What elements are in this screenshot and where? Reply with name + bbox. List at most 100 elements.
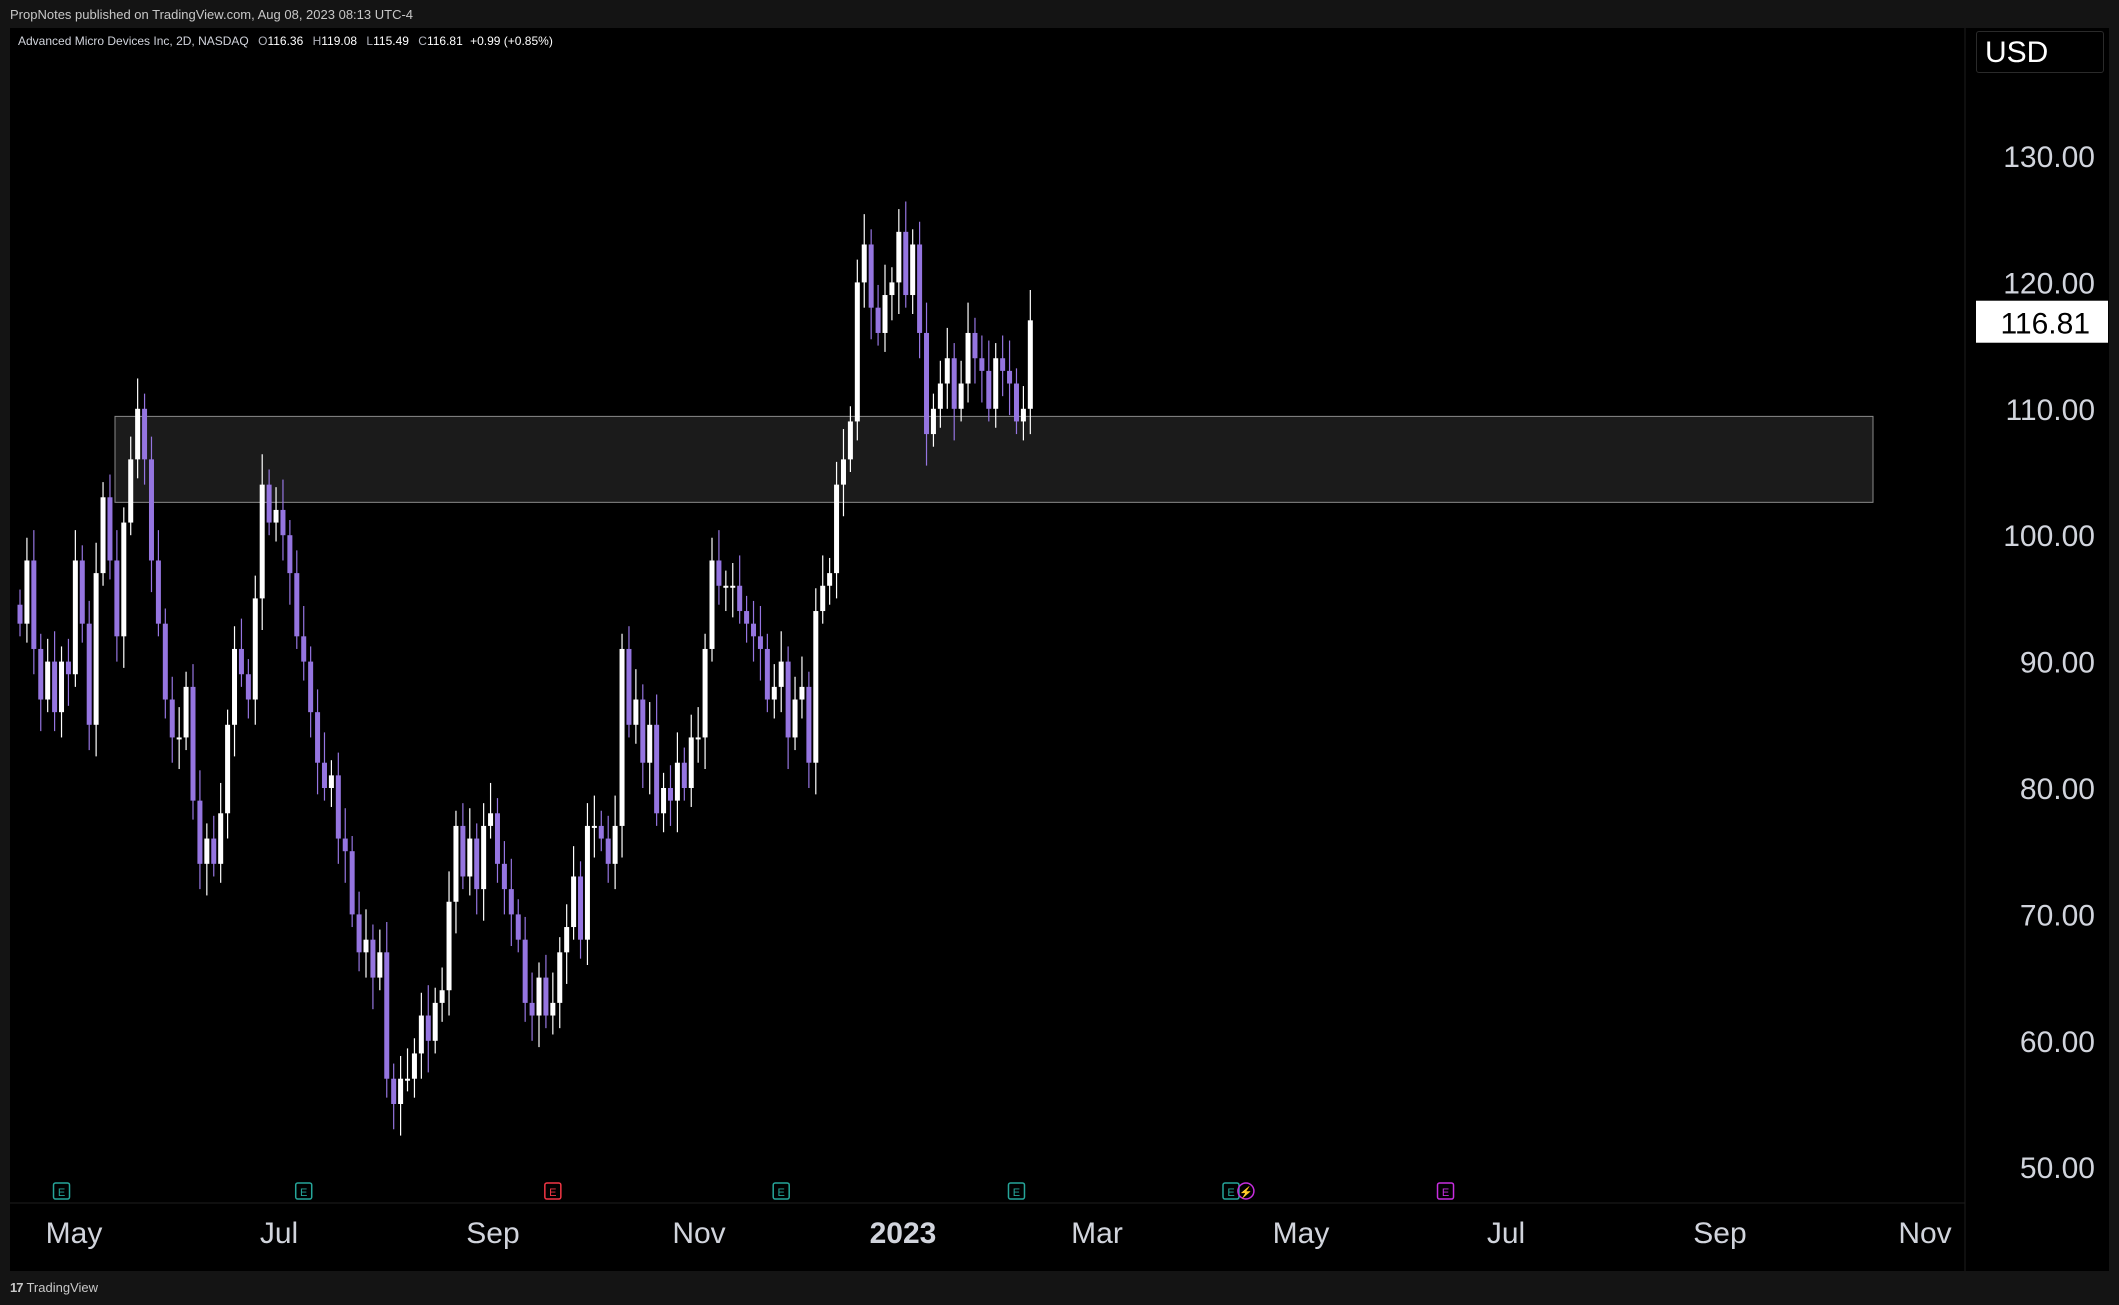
candle-body[interactable]: [384, 952, 390, 1079]
earnings-event-icon[interactable]: [52, 1182, 71, 1200]
candle-body[interactable]: [861, 244, 867, 283]
candle-body[interactable]: [688, 737, 694, 788]
candle-body[interactable]: [294, 573, 300, 637]
candle-body[interactable]: [854, 282, 860, 422]
candle-body[interactable]: [661, 788, 667, 814]
currency-button[interactable]: USD: [1976, 31, 2104, 73]
candle-body[interactable]: [1013, 383, 1019, 422]
candle-body[interactable]: [564, 927, 570, 953]
candle-body[interactable]: [993, 358, 999, 409]
candle-body[interactable]: [515, 914, 521, 940]
candle-body[interactable]: [751, 623, 757, 637]
candle-body[interactable]: [59, 661, 65, 713]
candle-body[interactable]: [100, 497, 106, 574]
candle-body[interactable]: [744, 611, 750, 624]
candle-body[interactable]: [522, 939, 528, 1003]
candle-body[interactable]: [128, 459, 134, 523]
candle-body[interactable]: [965, 332, 971, 384]
candle-body[interactable]: [418, 1015, 424, 1054]
candle-body[interactable]: [529, 1002, 535, 1016]
candle-body[interactable]: [903, 231, 909, 296]
candle-body[interactable]: [771, 686, 777, 700]
candle-body[interactable]: [598, 825, 604, 839]
candle-body[interactable]: [1000, 358, 1006, 371]
candle-body[interactable]: [425, 1015, 431, 1041]
candle-body[interactable]: [301, 636, 307, 662]
candle-body[interactable]: [211, 838, 217, 864]
candle-body[interactable]: [626, 648, 632, 725]
candle-body[interactable]: [204, 838, 210, 864]
candle-body[interactable]: [501, 863, 507, 890]
candle-body[interactable]: [896, 231, 902, 283]
candle-body[interactable]: [508, 889, 514, 915]
candle-body[interactable]: [640, 699, 646, 763]
resistance-zone[interactable]: [114, 415, 1874, 503]
candle-body[interactable]: [1020, 408, 1026, 422]
earnings-event-icon[interactable]: [1007, 1182, 1026, 1200]
candle-body[interactable]: [792, 699, 798, 738]
candle-body[interactable]: [245, 674, 251, 700]
candle-body[interactable]: [38, 648, 44, 700]
candle-body[interactable]: [252, 598, 258, 700]
candle-body[interactable]: [667, 788, 673, 801]
chart-pane[interactable]: 130.00 120.00 110.00 100.00 90.00 80.00 70.00 6…: [10, 28, 2109, 1271]
candle-body[interactable]: [335, 775, 341, 839]
candle-body[interactable]: [218, 813, 224, 864]
candle-body[interactable]: [287, 535, 293, 574]
candle-body[interactable]: [308, 661, 314, 713]
candle-body[interactable]: [79, 560, 85, 624]
candle-body[interactable]: [321, 762, 327, 788]
candle-body[interactable]: [65, 661, 71, 675]
candle-body[interactable]: [806, 686, 812, 763]
candle-body[interactable]: [536, 977, 542, 1016]
candle-body[interactable]: [446, 901, 452, 991]
candle-body[interactable]: [868, 244, 874, 308]
earnings-event-icon[interactable]: [772, 1182, 790, 1200]
candle-body[interactable]: [488, 813, 494, 826]
candle-body[interactable]: [31, 560, 37, 649]
candle-body[interactable]: [259, 484, 265, 599]
candle-body[interactable]: [238, 648, 244, 675]
candle-body[interactable]: [439, 990, 445, 1003]
candle-body[interactable]: [1027, 320, 1033, 409]
candle-body[interactable]: [834, 484, 840, 574]
candle-body[interactable]: [875, 307, 881, 333]
candle-body[interactable]: [543, 977, 549, 1016]
candle-body[interactable]: [467, 838, 473, 877]
earnings-event-icon[interactable]: [1436, 1182, 1455, 1200]
candle-body[interactable]: [135, 408, 141, 460]
dividend-event-icon[interactable]: [1237, 1182, 1255, 1200]
candle-body[interactable]: [86, 623, 92, 725]
candle-body[interactable]: [494, 813, 500, 864]
candle-body[interactable]: [709, 560, 715, 649]
candle-body[interactable]: [411, 1053, 417, 1079]
earnings-event-icon[interactable]: [544, 1182, 562, 1200]
candle-body[interactable]: [840, 459, 846, 485]
candle-body[interactable]: [882, 295, 888, 333]
candle-body[interactable]: [633, 699, 639, 725]
candle-body[interactable]: [944, 358, 950, 384]
candle-body[interactable]: [474, 838, 480, 890]
candle-body[interactable]: [432, 1002, 438, 1041]
candle-body[interactable]: [481, 825, 487, 890]
candle-body[interactable]: [72, 560, 78, 675]
candle-body[interactable]: [121, 522, 127, 637]
candle-body[interactable]: [937, 383, 943, 409]
candle-body[interactable]: [778, 661, 784, 687]
candle-body[interactable]: [52, 661, 58, 713]
candle-body[interactable]: [17, 604, 23, 624]
candle-body[interactable]: [377, 952, 383, 978]
candle-body[interactable]: [460, 825, 466, 877]
candle-body[interactable]: [370, 939, 376, 978]
candle-body[interactable]: [280, 509, 286, 536]
candle-body[interactable]: [647, 724, 653, 763]
candle-body[interactable]: [114, 560, 120, 637]
candle-body[interactable]: [1007, 370, 1013, 384]
candle-body[interactable]: [273, 509, 279, 523]
candle-body[interactable]: [183, 686, 189, 738]
candlestick-chart[interactable]: 130.00 120.00 110.00 100.00 90.00 80.00 70.00 6…: [10, 28, 2109, 1271]
candle-body[interactable]: [45, 661, 51, 700]
candle-body[interactable]: [730, 585, 736, 588]
tradingview-brand[interactable]: 17 TradingView: [10, 1280, 98, 1295]
candle-body[interactable]: [405, 1078, 411, 1081]
